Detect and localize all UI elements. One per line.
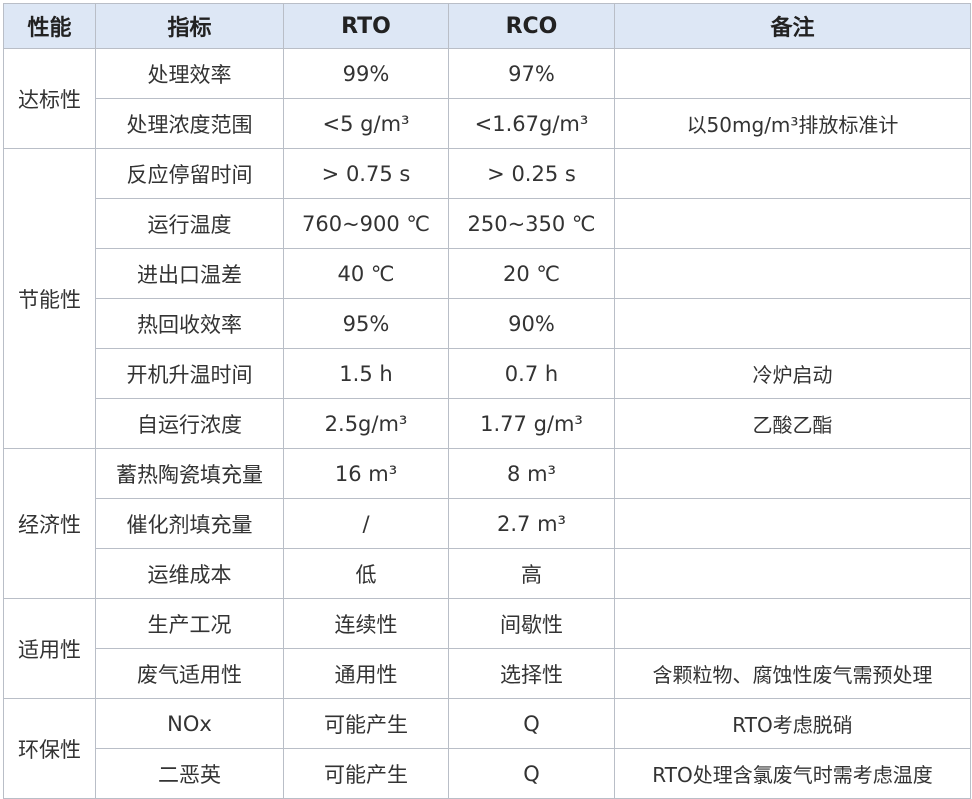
header-rto: RTO (283, 3, 449, 49)
note-cell (614, 48, 971, 99)
indicator-cell: 二恶英 (95, 748, 284, 799)
indicator-cell: 自运行浓度 (95, 398, 284, 449)
group-cell: 达标性 (3, 48, 96, 149)
note-cell (614, 498, 971, 549)
rco-cell: <1.67g/m³ (448, 98, 615, 149)
rco-cell: Q (448, 698, 615, 749)
indicator-cell: 热回收效率 (95, 298, 284, 349)
rco-cell: 2.7 m³ (448, 498, 615, 549)
header-row: 性能 指标 RTO RCO 备注 (3, 3, 971, 49)
indicator-cell: 反应停留时间 (95, 148, 284, 199)
rco-cell: 90% (448, 298, 615, 349)
indicator-cell: 开机升温时间 (95, 348, 284, 399)
note-cell (614, 198, 971, 249)
indicator-cell: 进出口温差 (95, 248, 284, 299)
comparison-table: 性能 指标 RTO RCO 备注 达标性 处理效率 99% 97% 处理浓度范围 <5 g… (3, 3, 971, 799)
rto-cell: > 0.75 s (283, 148, 449, 199)
rco-cell: 选择性 (448, 648, 615, 699)
rto-cell: 16 m³ (283, 448, 449, 499)
table-row: 催化剂填充量/2.7 m³ (4, 498, 971, 549)
note-cell (614, 298, 971, 349)
note-cell (614, 448, 971, 499)
indicator-cell: 处理浓度范围 (95, 98, 284, 149)
rto-cell: 760~900 ℃ (283, 198, 449, 249)
note-cell (614, 548, 971, 599)
table-row: 废气适用性 通用性 选择性 含颗粒物、腐蚀性废气需预处理 (4, 648, 971, 699)
group-cell: 环保性 (3, 698, 96, 799)
table-row: 节能性 反应停留时间 > 0.75 s > 0.25 s (3, 148, 971, 449)
note-cell: 以50mg/m³排放标准计 (614, 98, 971, 149)
rco-cell: 高 (448, 548, 615, 599)
rco-cell: 1.77 g/m³ (448, 398, 615, 449)
header-indicator: 指标 (95, 3, 284, 49)
note-cell: RTO考虑脱硝 (614, 698, 971, 749)
group-cell: 节能性 (3, 148, 96, 449)
rto-cell: 通用性 (283, 648, 449, 699)
indicator-cell: 废气适用性 (95, 648, 284, 699)
note-cell (614, 248, 971, 299)
indicator-cell: 处理效率 (95, 48, 284, 99)
rto-cell: 低 (283, 548, 449, 599)
rco-cell: 0.7 h (448, 348, 615, 399)
header-performance: 性能 (3, 3, 96, 49)
note-cell: 乙酸乙酯 (614, 398, 971, 449)
table-row: 运维成本低高 (4, 548, 971, 599)
indicator-cell: 蓄热陶瓷填充量 (95, 448, 284, 499)
rco-cell: 间歇性 (448, 598, 615, 649)
table-row: 经济性 蓄热陶瓷填充量 16 m³ 8 m³ (3, 448, 971, 599)
table-row: 适用性 生产工况 连续性 间歇性 (3, 598, 971, 699)
table-row: 运行温度 760~900 ℃ 250~350 ℃ (4, 198, 971, 249)
rto-cell: 可能产生 (283, 748, 449, 799)
table-row: 进出口温差 40 ℃ 20 ℃ (4, 248, 971, 299)
table-row: 二恶英 可能产生 Q RTO处理含氯废气时需考虑温度 (4, 748, 971, 799)
rco-cell: 250~350 ℃ (448, 198, 615, 249)
header-rco: RCO (448, 3, 615, 49)
group-cell: 经济性 (3, 448, 96, 599)
note-cell (614, 148, 971, 199)
note-cell: 冷炉启动 (614, 348, 971, 399)
table-row: 热回收效率 95% 90% (4, 298, 971, 349)
table-row: 环保性 NOx 可能产生 Q RTO考虑脱硝 (3, 698, 971, 799)
indicator-cell: 催化剂填充量 (95, 498, 284, 549)
rto-cell: <5 g/m³ (283, 98, 449, 149)
note-cell: 含颗粒物、腐蚀性废气需预处理 (614, 648, 971, 699)
indicator-cell: 运行温度 (95, 198, 284, 249)
group-cell: 适用性 (3, 598, 96, 699)
rco-cell: > 0.25 s (448, 148, 615, 199)
rto-cell: 95% (283, 298, 449, 349)
table-body: 达标性 处理效率 99% 97% 处理浓度范围 <5 g/m³ <1.67g/m³ 以50mg… (3, 48, 971, 799)
rto-cell: 1.5 h (283, 348, 449, 399)
indicator-cell: NOx (95, 698, 284, 749)
rto-cell: 2.5g/m³ (283, 398, 449, 449)
rco-cell: Q (448, 748, 615, 799)
header-note: 备注 (614, 3, 971, 49)
rco-cell: 97% (448, 48, 615, 99)
rto-cell: 40 ℃ (283, 248, 449, 299)
note-cell: RTO处理含氯废气时需考虑温度 (614, 748, 971, 799)
rco-cell: 20 ℃ (448, 248, 615, 299)
rto-cell: 连续性 (283, 598, 449, 649)
indicator-cell: 运维成本 (95, 548, 284, 599)
rto-cell: 可能产生 (283, 698, 449, 749)
table-row: 达标性 处理效率 99% 97% (3, 48, 971, 149)
note-cell (614, 598, 971, 649)
indicator-cell: 生产工况 (95, 598, 284, 649)
rco-cell: 8 m³ (448, 448, 615, 499)
table-row: 自运行浓度 2.5g/m³ 1.77 g/m³ 乙酸乙酯 (4, 398, 971, 449)
rto-cell: 99% (283, 48, 449, 99)
table-row: 处理浓度范围 <5 g/m³ <1.67g/m³ 以50mg/m³排放标准计 (4, 98, 971, 149)
table-row: 开机升温时间 1.5 h 0.7 h 冷炉启动 (4, 348, 971, 399)
rto-cell: / (283, 498, 449, 549)
